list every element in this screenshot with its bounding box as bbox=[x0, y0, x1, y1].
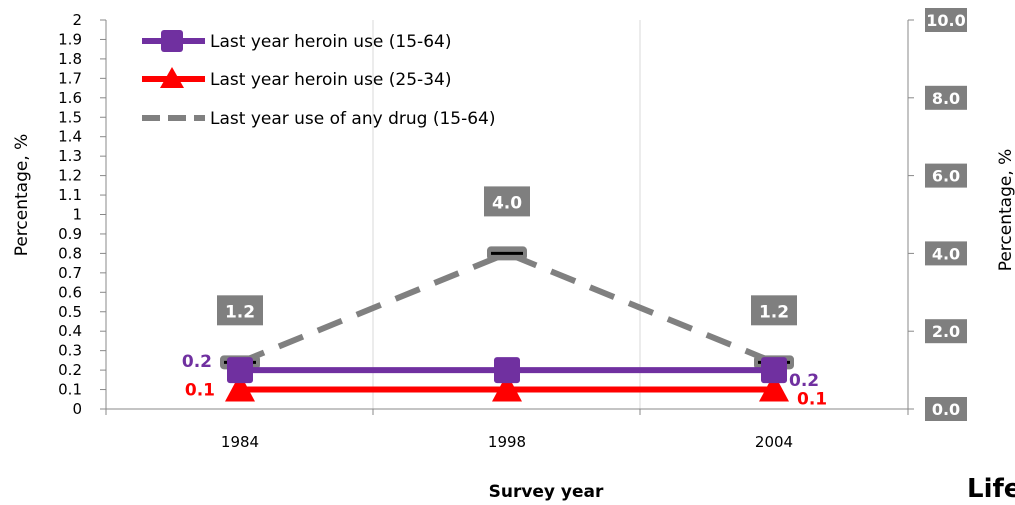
data-label: 0.2 bbox=[789, 371, 819, 391]
legend-entry: Last year use of any drug (15-64) bbox=[210, 109, 496, 129]
y-tick-label: 1.3 bbox=[58, 147, 82, 165]
data-label: 1.2 bbox=[759, 302, 789, 322]
data-label: 1.2 bbox=[225, 302, 255, 322]
y-tick-label: 0.7 bbox=[58, 264, 82, 282]
legend: Last year heroin use (15-64) Last year he… bbox=[142, 30, 496, 129]
y-tick-label: 1.5 bbox=[58, 108, 82, 126]
data-label: 0.2 bbox=[182, 352, 212, 372]
legend-entry: Last year heroin use (15-64) bbox=[210, 32, 451, 52]
y-tick-label: 1.8 bbox=[58, 50, 82, 68]
x-tick-label: 1998 bbox=[488, 433, 526, 451]
data-label-box bbox=[484, 186, 530, 217]
y2-tick-label: 6.0 bbox=[932, 167, 960, 186]
y-tick-label: 1.6 bbox=[58, 89, 82, 107]
series-group bbox=[220, 246, 794, 402]
y2-tick-label: 4.0 bbox=[932, 244, 960, 263]
y-tick-label: 0.1 bbox=[58, 381, 82, 399]
y-tick-label: 0.4 bbox=[58, 322, 82, 340]
y-tick-label: 2 bbox=[72, 11, 82, 29]
x-axis-title: Survey year bbox=[489, 482, 604, 502]
data-labels: 0.20.20.1 0.11.24.01.2 bbox=[182, 186, 827, 410]
x-tick-label: 1984 bbox=[221, 433, 259, 451]
series-marker bbox=[761, 357, 787, 384]
series-marker bbox=[227, 357, 253, 384]
legend-entry: Last year heroin use (25-34) bbox=[210, 70, 451, 90]
series-marker bbox=[759, 373, 789, 402]
y-tick-label: 1.4 bbox=[58, 128, 82, 146]
y-tick-label: 1.9 bbox=[58, 30, 82, 48]
axes: 00.10.20.30.40.50.60.70.80.911.11.21.31.… bbox=[58, 8, 967, 451]
y2-tick-label-box bbox=[925, 319, 967, 344]
series-marker bbox=[492, 373, 522, 402]
data-label: 0.1 bbox=[797, 390, 827, 410]
y2-axis-title: Percentage, % bbox=[996, 149, 1015, 272]
data-label-box bbox=[751, 295, 797, 326]
y-tick-label: 1.1 bbox=[58, 186, 82, 204]
y-tick-label: 0.3 bbox=[58, 342, 82, 360]
data-label: 0.1 bbox=[185, 381, 215, 401]
y-tick-label: 0.5 bbox=[58, 303, 82, 321]
data-label-box bbox=[217, 295, 263, 326]
y2-tick-label-box bbox=[925, 397, 967, 421]
series-marker bbox=[225, 373, 255, 402]
legend-marker bbox=[161, 30, 183, 52]
y2-tick-label-box bbox=[925, 241, 967, 266]
y2-tick-label: 10.0 bbox=[926, 11, 965, 30]
series-marker bbox=[494, 357, 520, 384]
y-tick-label: 0.8 bbox=[58, 244, 82, 262]
y2-tick-label-box bbox=[925, 85, 967, 110]
y-tick-label: 0.9 bbox=[58, 225, 82, 243]
y2-tick-label: 0.0 bbox=[932, 400, 960, 419]
y-tick-label: 0 bbox=[72, 400, 82, 418]
y2-tick-label: 8.0 bbox=[932, 89, 960, 108]
y2-tick-label: 2.0 bbox=[932, 322, 960, 341]
y-tick-label: 0.6 bbox=[58, 283, 82, 301]
data-label: 4.0 bbox=[492, 193, 522, 213]
y-tick-label: 1 bbox=[72, 206, 82, 224]
grid bbox=[372, 20, 641, 409]
cropped-title-text: Life bbox=[967, 474, 1015, 504]
y-tick-label: 1.2 bbox=[58, 167, 82, 185]
y-axis-title: Percentage, % bbox=[12, 134, 32, 257]
y-tick-label: 0.2 bbox=[58, 361, 82, 379]
y2-tick-label-box bbox=[925, 163, 967, 188]
legend-marker bbox=[160, 67, 184, 88]
x-tick-label: 2004 bbox=[755, 433, 793, 451]
y2-tick-label-box bbox=[925, 8, 967, 32]
series-line bbox=[238, 250, 776, 366]
y-tick-label: 1.7 bbox=[58, 69, 82, 87]
